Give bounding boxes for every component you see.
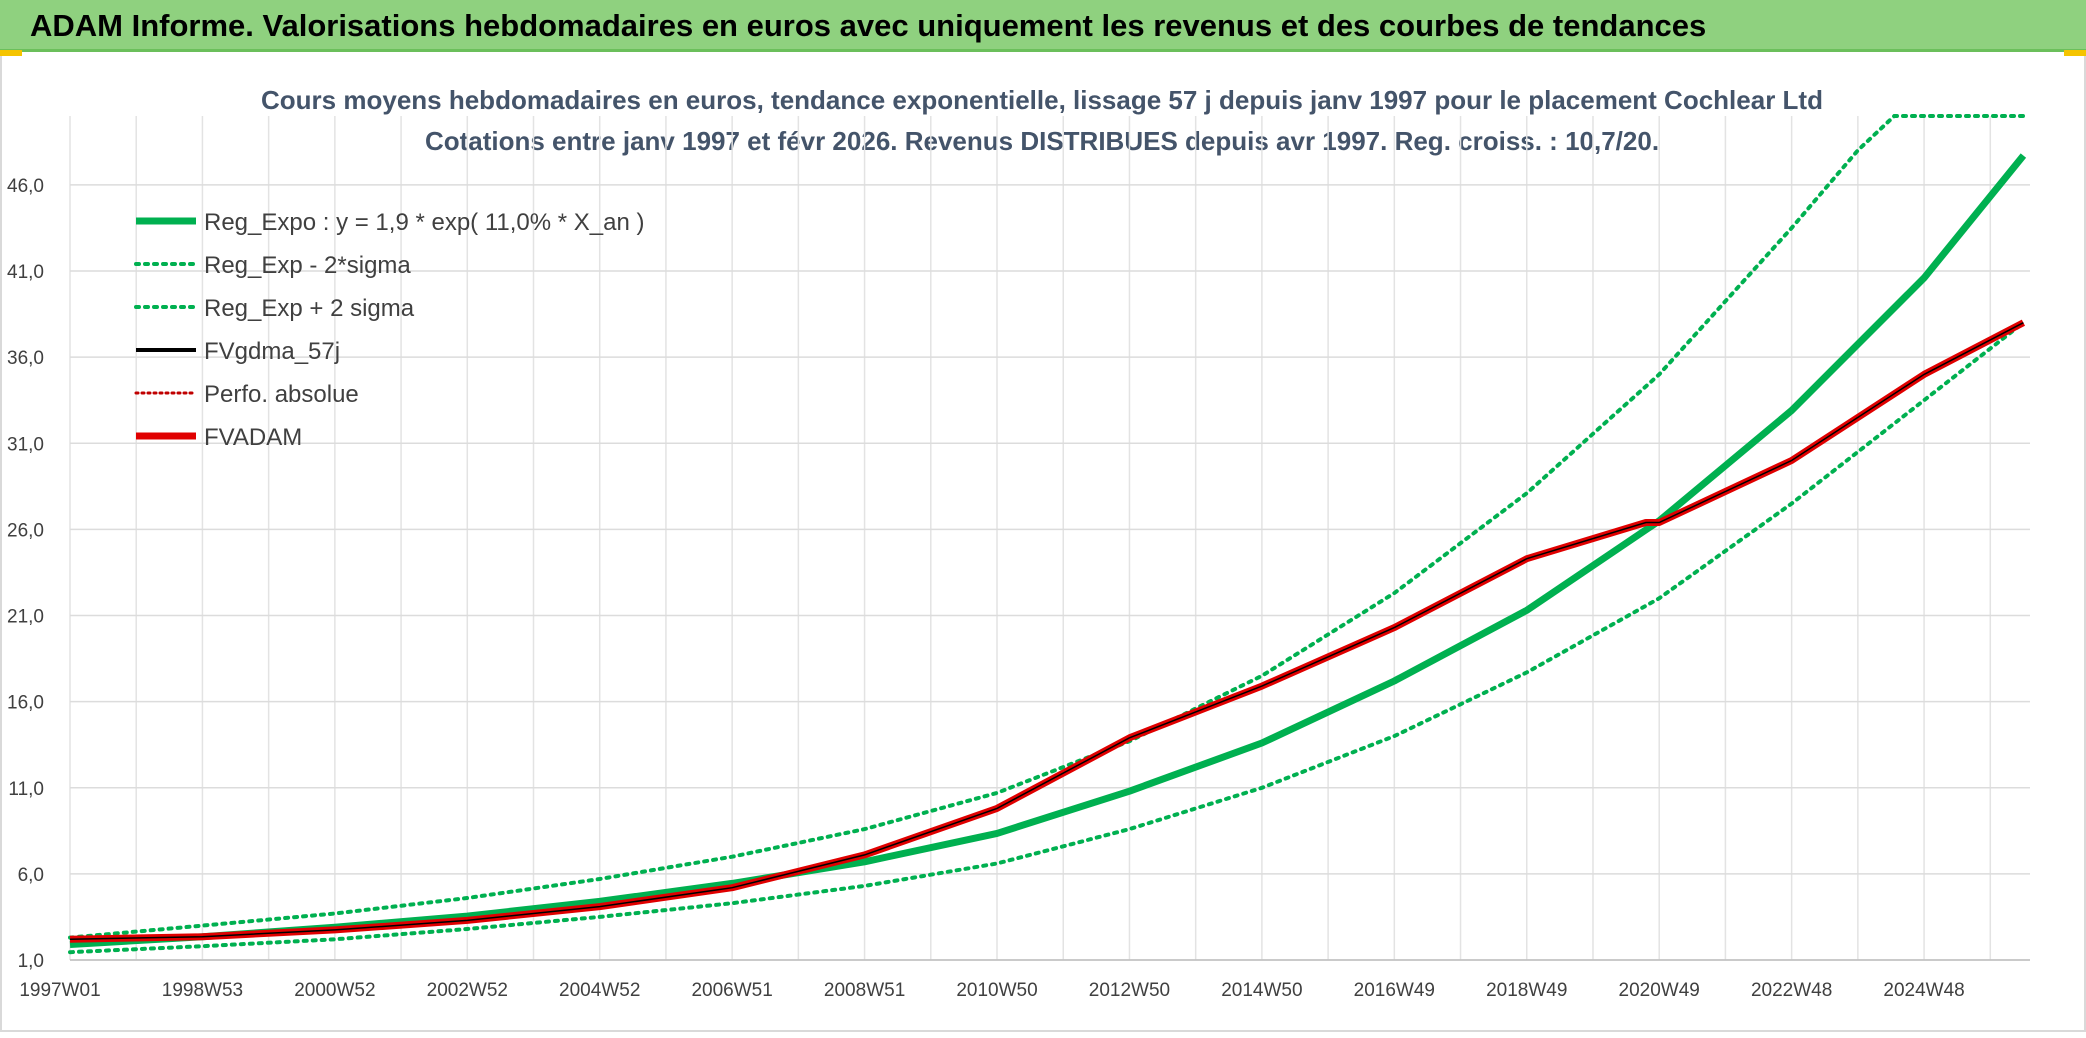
series-line-fvgdma	[69, 322, 2024, 941]
chart-area: Cours moyens hebdomadaires en euros, ten…	[0, 56, 2086, 1032]
x-tick-label: 2014W50	[1221, 980, 1302, 1001]
x-tick-label: 2012W50	[1089, 980, 1170, 1001]
legend-label: Reg_Exp + 2 sigma	[204, 295, 415, 322]
x-tick-label: 2000W52	[294, 980, 375, 1001]
x-tick-label: 2016W49	[1354, 980, 1435, 1001]
x-tick-label: 2018W49	[1486, 980, 1567, 1001]
y-tick-label: 11,0	[8, 779, 44, 800]
chart-svg: Cours moyens hebdomadaires en euros, ten…	[7, 85, 2030, 1001]
report-title: ADAM Informe. Valorisations hebdomadaire…	[30, 8, 1707, 43]
x-tick-label: 2008W51	[824, 980, 905, 1001]
y-tick-label: 26,0	[7, 520, 44, 541]
series-line-fvadam	[69, 319, 2026, 943]
y-tick-label: 6,0	[18, 865, 44, 886]
grid	[69, 116, 2030, 961]
axes: 1,0 6,0 11,0 16,0 21,0 26,0 31,0 36,0 41,0 46,0 19…	[7, 176, 2030, 1001]
x-tick-label: 2024W48	[1883, 980, 1964, 1001]
chart-subtitle: Cotations entre janv 1997 et févr 2026. …	[425, 126, 1659, 156]
chart-title: Cours moyens hebdomadaires en euros, ten…	[261, 85, 1823, 115]
x-tick-label: 1998W53	[162, 980, 243, 1001]
y-tick-label: 16,0	[7, 693, 44, 714]
x-tick-label: 1997W01	[19, 980, 100, 1001]
corner-marker-left	[0, 50, 22, 56]
y-tick-label: 46,0	[7, 176, 44, 197]
plot-series	[68, 114, 2027, 955]
legend-label: Reg_Exp - 2*sigma	[204, 252, 411, 279]
legend-label: Perfo. absolue	[204, 381, 359, 408]
x-tick-label: 2006W51	[691, 980, 772, 1001]
corner-marker-right	[2064, 50, 2086, 56]
x-tick-label: 2022W48	[1751, 980, 1832, 1001]
y-tick-label: 36,0	[7, 348, 44, 369]
series-line-reg-exp-minus-2sigma	[68, 320, 2026, 955]
y-tick-label: 41,0	[7, 262, 44, 283]
x-tick-label: 2020W49	[1619, 980, 1700, 1001]
y-tick-label: 31,0	[7, 434, 44, 455]
legend: Reg_Expo : y = 1,9 * exp( 11,0% * X_an )…	[134, 209, 644, 451]
report-banner: ADAM Informe. Valorisations hebdomadaire…	[0, 0, 2086, 52]
legend-label: Reg_Expo : y = 1,9 * exp( 11,0% * X_an )	[204, 209, 644, 236]
x-tick-label: 2004W52	[559, 980, 640, 1001]
y-tick-label: 1,0	[18, 951, 44, 972]
y-tick-label: 21,0	[7, 607, 44, 628]
legend-label: FVgdma_57j	[204, 338, 340, 365]
x-tick-label: 2010W50	[956, 980, 1037, 1001]
legend-label: FVADAM	[204, 424, 302, 451]
x-tick-label: 2002W52	[427, 980, 508, 1001]
